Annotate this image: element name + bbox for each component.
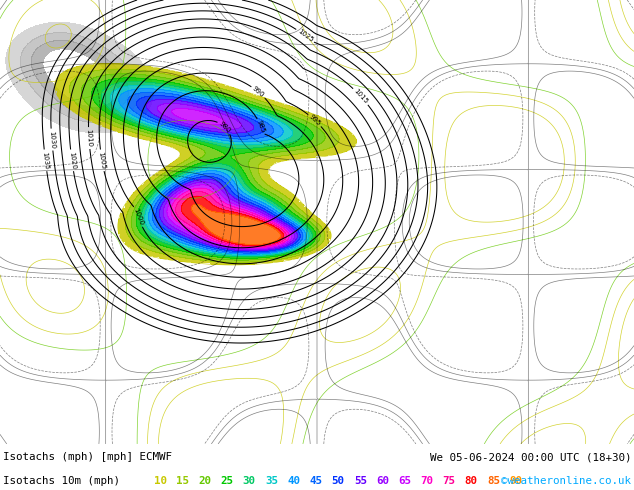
Text: 15: 15: [176, 476, 189, 486]
Text: 60: 60: [376, 476, 389, 486]
Text: 90: 90: [509, 476, 522, 486]
Text: 1020: 1020: [68, 151, 76, 170]
Text: 1000: 1000: [133, 207, 144, 226]
Text: 65: 65: [398, 476, 411, 486]
Text: 995: 995: [308, 114, 321, 127]
Text: 1015: 1015: [353, 88, 369, 105]
Text: 1035: 1035: [41, 151, 49, 170]
Text: 1005: 1005: [98, 151, 107, 170]
Text: 55: 55: [354, 476, 367, 486]
Text: 50: 50: [332, 476, 345, 486]
Text: ©weatheronline.co.uk: ©weatheronline.co.uk: [501, 476, 631, 486]
Text: 990: 990: [251, 85, 266, 98]
Text: 80: 80: [465, 476, 478, 486]
Text: 30: 30: [243, 476, 256, 486]
Text: 35: 35: [265, 476, 278, 486]
Text: 985: 985: [256, 120, 266, 134]
Text: Isotachs 10m (mph): Isotachs 10m (mph): [3, 476, 120, 486]
Text: 40: 40: [287, 476, 301, 486]
Text: We 05-06-2024 00:00 UTC (18+30): We 05-06-2024 00:00 UTC (18+30): [429, 452, 631, 462]
Text: 70: 70: [420, 476, 434, 486]
Text: 75: 75: [443, 476, 456, 486]
Text: 1010: 1010: [86, 129, 93, 147]
Text: 1030: 1030: [48, 130, 56, 149]
Text: 85: 85: [487, 476, 500, 486]
Text: Isotachs (mph) [mph] ECMWF: Isotachs (mph) [mph] ECMWF: [3, 452, 172, 462]
Text: 20: 20: [198, 476, 211, 486]
Text: 1025: 1025: [296, 28, 314, 43]
Text: 10: 10: [154, 476, 167, 486]
Text: 45: 45: [309, 476, 323, 486]
Text: 980: 980: [218, 120, 231, 134]
Text: 25: 25: [221, 476, 233, 486]
